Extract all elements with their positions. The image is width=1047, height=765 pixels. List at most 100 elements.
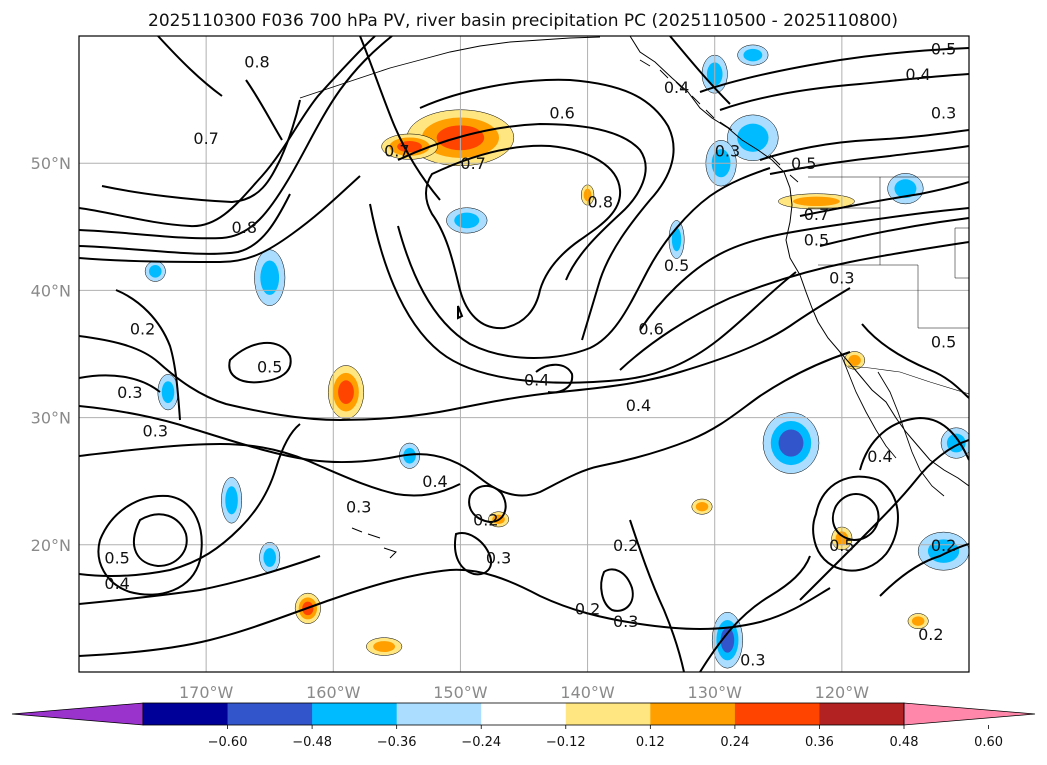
contour-label: 0.4 [867, 447, 892, 466]
precip-shade [848, 354, 861, 366]
contour-line [359, 36, 441, 201]
contour-line [831, 493, 880, 542]
colorbar-tick-label: 0.24 [720, 735, 749, 750]
contour-label: 0.5 [931, 332, 956, 351]
contour-line [719, 73, 969, 111]
contour-line [861, 323, 969, 399]
contour-label: 0.5 [104, 549, 129, 568]
longitude-tick-label: 160°W [306, 683, 361, 702]
precip-shade [338, 380, 354, 405]
precip-shade [911, 616, 925, 626]
colorbar-swatch [819, 703, 905, 725]
contour-line [157, 36, 223, 97]
contour-label: 0.2 [575, 599, 600, 618]
contour-line [457, 305, 464, 320]
longitude-tick-label: 170°W [179, 683, 234, 702]
contour-label: 0.8 [244, 52, 269, 71]
coastline-baja [839, 351, 897, 459]
precip-shade [695, 501, 709, 512]
contour-label: 0.4 [664, 78, 689, 97]
colorbar-tick-label: 0.12 [636, 735, 665, 750]
longitude-tick-label: 150°W [433, 683, 488, 702]
precip-shade [149, 265, 162, 278]
latitude-tick-label: 50°N [31, 154, 71, 173]
precip-shade [792, 196, 840, 207]
contour-line [879, 543, 969, 597]
precip-shade [671, 227, 682, 252]
contour-label: 0.5 [829, 536, 854, 555]
colorbar-swatch [565, 703, 651, 725]
contour-label: 0.8 [588, 192, 613, 211]
contour-label: 0.3 [715, 141, 740, 160]
colorbar-over-extension [903, 702, 1036, 726]
contour-line [97, 494, 203, 596]
contour-label: 0.4 [524, 370, 549, 389]
contour-label: 0.7 [460, 154, 485, 173]
map-background [79, 36, 969, 672]
axis-tick-labels: 170°W 160°W 150°W 140°W 130°W 120°W 50°N 40°N 30… [31, 154, 870, 702]
contour-line [535, 363, 574, 394]
contour-line [600, 568, 634, 612]
colorbar-tick-label: −0.24 [461, 735, 501, 750]
contour-label: 0.3 [829, 269, 854, 288]
latitude-tick-label: 30°N [31, 409, 71, 428]
precip-shade [454, 212, 480, 229]
hawaii-islands [351, 527, 397, 559]
contour-line [799, 181, 969, 217]
precip-shade [894, 179, 917, 199]
longitude-tick-label: 130°W [688, 683, 743, 702]
contour-label: 0.2 [130, 320, 155, 339]
contour-line [397, 167, 771, 359]
precip-shade [373, 641, 396, 653]
precip-shade [161, 381, 175, 404]
contour-line [699, 47, 969, 93]
colorbar-tick-label: −0.60 [208, 735, 248, 750]
contour-label: 0.5 [804, 231, 829, 250]
contour-label: 0.2 [613, 536, 638, 555]
longitude-tick-label: 120°W [815, 683, 870, 702]
latitude-tick-label: 20°N [31, 536, 71, 555]
colorbar-swatch [312, 703, 398, 725]
contour-line [419, 78, 675, 341]
colorbar-swatch [650, 703, 736, 725]
precip-shade [225, 486, 238, 515]
contour-line [699, 555, 811, 672]
contour-label: 0.3 [117, 383, 142, 402]
contour-line [669, 36, 731, 105]
contour-label: 0.2 [918, 625, 943, 644]
contour-line [245, 79, 283, 141]
contour-label: 0.2 [931, 536, 956, 555]
colorbar-swatch [734, 703, 820, 725]
contour-label: 0.7 [193, 129, 218, 148]
contour-line [819, 217, 969, 247]
contour-line [468, 485, 507, 524]
colorbar-tick-label: 0.60 [974, 735, 1003, 750]
contour-line [425, 144, 622, 330]
contour-line [101, 99, 301, 204]
colorbar-tick-label: 0.36 [805, 735, 834, 750]
contour-line [859, 416, 969, 471]
precip-shade [260, 260, 280, 295]
colorbar-tick-label: 0.48 [890, 735, 919, 750]
contour-labels: 0.80.70.80.70.60.70.80.40.30.50.40.30.50… [104, 40, 956, 670]
contour-label: 0.3 [931, 103, 956, 122]
contour-line [454, 532, 492, 576]
colorbar-swatch [143, 703, 229, 725]
contour-label: 0.5 [664, 256, 689, 275]
contour-line [133, 513, 188, 568]
contour-label: 0.2 [473, 510, 498, 529]
contour-label: 0.3 [486, 549, 511, 568]
border-us-mexico [847, 365, 969, 395]
colorbar-tick-label: −0.36 [377, 735, 417, 750]
map-frame [78, 35, 970, 673]
colorbar-tick-label: −0.12 [546, 735, 586, 750]
contour-label: 0.4 [104, 574, 129, 593]
colorbar-frame [142, 702, 905, 726]
contour-line [397, 122, 647, 281]
contour-label: 0.6 [549, 103, 574, 122]
contour-label: 0.8 [232, 218, 257, 237]
contour-line [769, 145, 969, 175]
coastline-alaska-peninsula [299, 36, 601, 99]
colorbar-swatch [227, 703, 313, 725]
